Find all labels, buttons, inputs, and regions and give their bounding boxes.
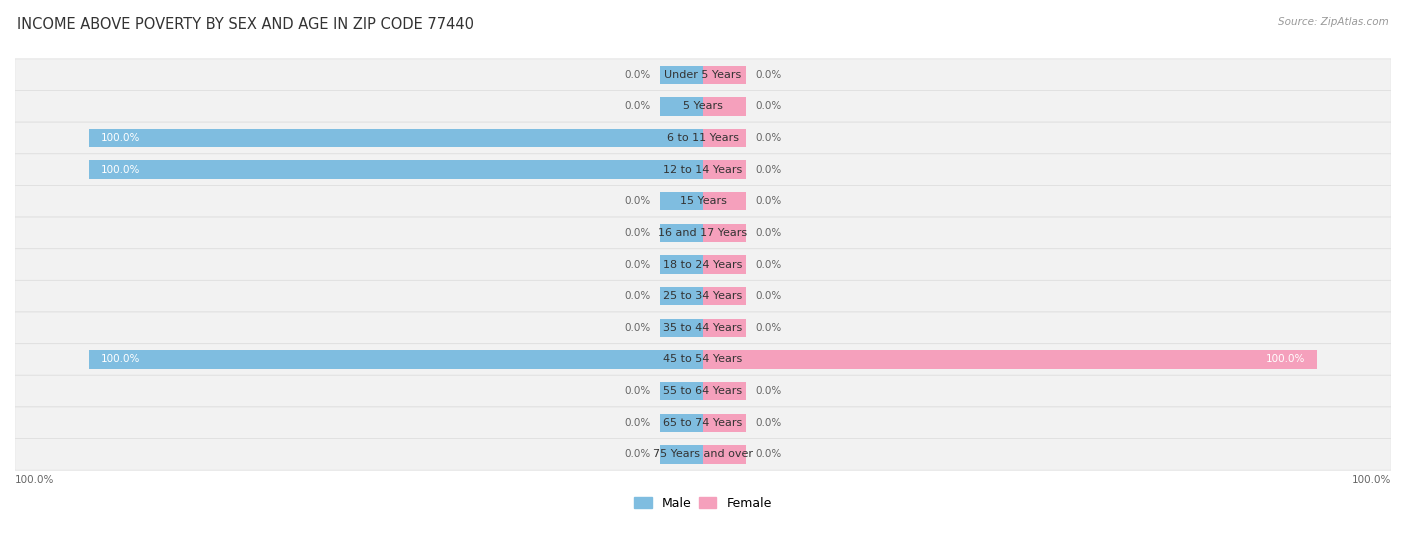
Text: 25 to 34 Years: 25 to 34 Years — [664, 291, 742, 301]
Bar — [89, 129, 703, 147]
Bar — [703, 129, 747, 147]
Text: 100.0%: 100.0% — [1351, 475, 1391, 485]
FancyBboxPatch shape — [14, 439, 1392, 470]
Text: 75 Years and over: 75 Years and over — [652, 449, 754, 459]
Text: 0.0%: 0.0% — [755, 101, 782, 111]
FancyBboxPatch shape — [14, 91, 1392, 122]
Bar — [703, 414, 747, 432]
Text: INCOME ABOVE POVERTY BY SEX AND AGE IN ZIP CODE 77440: INCOME ABOVE POVERTY BY SEX AND AGE IN Z… — [17, 17, 474, 32]
Bar — [703, 350, 1317, 368]
Bar — [703, 224, 747, 242]
Bar — [89, 160, 703, 179]
Text: 0.0%: 0.0% — [755, 323, 782, 333]
Bar — [659, 414, 703, 432]
Text: 0.0%: 0.0% — [624, 259, 651, 269]
Text: 100.0%: 100.0% — [101, 133, 141, 143]
Bar — [703, 65, 747, 84]
FancyBboxPatch shape — [14, 312, 1392, 344]
Text: 0.0%: 0.0% — [624, 70, 651, 80]
Bar — [703, 192, 747, 210]
Text: 0.0%: 0.0% — [755, 196, 782, 206]
Text: 0.0%: 0.0% — [755, 449, 782, 459]
Text: 0.0%: 0.0% — [755, 164, 782, 174]
Bar — [703, 97, 747, 116]
Text: 65 to 74 Years: 65 to 74 Years — [664, 418, 742, 428]
Bar — [659, 382, 703, 400]
Text: 0.0%: 0.0% — [755, 386, 782, 396]
FancyBboxPatch shape — [14, 217, 1392, 249]
Text: 0.0%: 0.0% — [624, 418, 651, 428]
Text: 0.0%: 0.0% — [755, 291, 782, 301]
Bar — [703, 160, 747, 179]
FancyBboxPatch shape — [14, 154, 1392, 186]
Text: 18 to 24 Years: 18 to 24 Years — [664, 259, 742, 269]
Text: Source: ZipAtlas.com: Source: ZipAtlas.com — [1278, 17, 1389, 27]
Text: 0.0%: 0.0% — [755, 133, 782, 143]
Text: 0.0%: 0.0% — [755, 228, 782, 238]
FancyBboxPatch shape — [14, 281, 1392, 312]
Text: 0.0%: 0.0% — [755, 70, 782, 80]
Bar — [659, 445, 703, 463]
Text: 0.0%: 0.0% — [624, 291, 651, 301]
Text: 100.0%: 100.0% — [101, 164, 141, 174]
Bar — [659, 287, 703, 305]
FancyBboxPatch shape — [14, 122, 1392, 154]
Text: 55 to 64 Years: 55 to 64 Years — [664, 386, 742, 396]
Text: 0.0%: 0.0% — [624, 196, 651, 206]
FancyBboxPatch shape — [14, 344, 1392, 375]
Bar — [89, 350, 703, 368]
FancyBboxPatch shape — [14, 249, 1392, 281]
Bar — [659, 192, 703, 210]
FancyBboxPatch shape — [14, 59, 1392, 91]
Bar — [659, 255, 703, 274]
Text: 100.0%: 100.0% — [101, 354, 141, 364]
Bar — [703, 445, 747, 463]
Text: 16 and 17 Years: 16 and 17 Years — [658, 228, 748, 238]
Text: 0.0%: 0.0% — [624, 386, 651, 396]
Text: 0.0%: 0.0% — [755, 418, 782, 428]
Text: 6 to 11 Years: 6 to 11 Years — [666, 133, 740, 143]
Text: 100.0%: 100.0% — [1265, 354, 1305, 364]
Bar — [703, 287, 747, 305]
Text: 0.0%: 0.0% — [755, 259, 782, 269]
Bar — [659, 319, 703, 337]
Text: 0.0%: 0.0% — [624, 323, 651, 333]
Text: 0.0%: 0.0% — [624, 228, 651, 238]
Bar — [659, 65, 703, 84]
Text: 100.0%: 100.0% — [15, 475, 55, 485]
Text: 0.0%: 0.0% — [624, 449, 651, 459]
FancyBboxPatch shape — [14, 186, 1392, 217]
FancyBboxPatch shape — [14, 407, 1392, 439]
Text: 35 to 44 Years: 35 to 44 Years — [664, 323, 742, 333]
FancyBboxPatch shape — [14, 375, 1392, 407]
Text: 15 Years: 15 Years — [679, 196, 727, 206]
Bar — [703, 382, 747, 400]
Text: 45 to 54 Years: 45 to 54 Years — [664, 354, 742, 364]
Bar — [659, 224, 703, 242]
Legend: Male, Female: Male, Female — [630, 492, 776, 515]
Text: 0.0%: 0.0% — [624, 101, 651, 111]
Text: 12 to 14 Years: 12 to 14 Years — [664, 164, 742, 174]
Bar — [659, 97, 703, 116]
Text: 5 Years: 5 Years — [683, 101, 723, 111]
Bar — [703, 255, 747, 274]
Bar — [703, 319, 747, 337]
Text: Under 5 Years: Under 5 Years — [665, 70, 741, 80]
